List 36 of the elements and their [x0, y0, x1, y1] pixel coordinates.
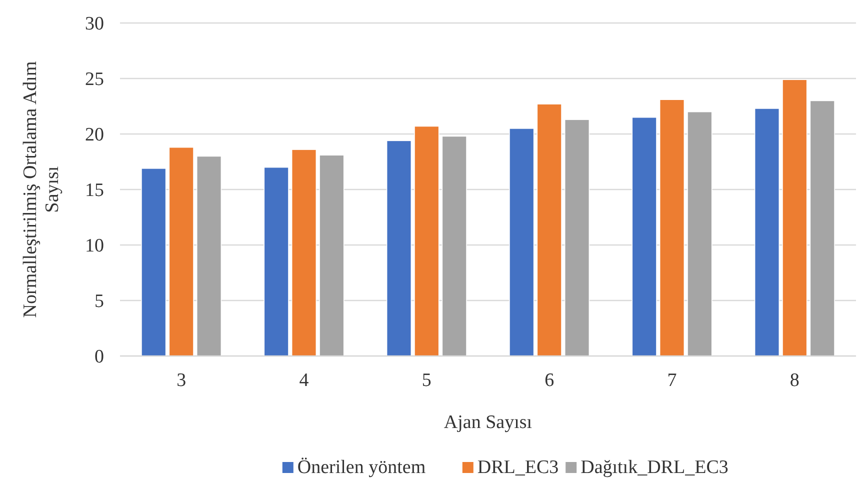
bar: [659, 99, 685, 356]
bar: [386, 140, 412, 356]
bar: [414, 126, 440, 356]
y-tick-label: 5: [94, 291, 104, 312]
x-tick-label: 3: [176, 370, 186, 391]
bar: [810, 100, 835, 356]
bar: [319, 154, 344, 356]
bar: [782, 79, 808, 356]
bar: [291, 149, 317, 356]
legend-label: Önerilen yöntem: [297, 457, 426, 478]
x-axis-title: Ajan Sayısı: [444, 412, 532, 433]
x-tick-label: 6: [544, 370, 554, 391]
bar: [687, 111, 712, 356]
x-tick-label: 5: [422, 370, 432, 391]
y-axis-title: Normalleştirilmiş Ortalama Adım Sayısı: [20, 61, 63, 318]
y-tick-label: 0: [94, 346, 104, 368]
x-tick-label: 8: [790, 370, 800, 391]
y-tick-label: 15: [85, 180, 104, 202]
y-tick-label: 25: [85, 69, 104, 90]
bar: [564, 119, 590, 356]
bar: [264, 166, 289, 356]
bar: [168, 146, 194, 356]
y-tick-label: 20: [85, 124, 104, 146]
x-tick-label: 4: [299, 370, 310, 391]
bar: [442, 136, 467, 356]
bar: [509, 128, 534, 356]
bar: [141, 168, 166, 356]
legend-label: Dağıtık_DRL_EC3: [580, 457, 728, 478]
y-tick-label: 10: [85, 236, 104, 257]
bar: [754, 108, 780, 356]
y-tick-label: 30: [85, 14, 104, 35]
bar: [196, 156, 222, 356]
legend-label: DRL_EC3: [477, 457, 559, 478]
bar: [536, 104, 562, 356]
x-tick-label: 7: [667, 370, 677, 391]
bar: [632, 116, 657, 356]
